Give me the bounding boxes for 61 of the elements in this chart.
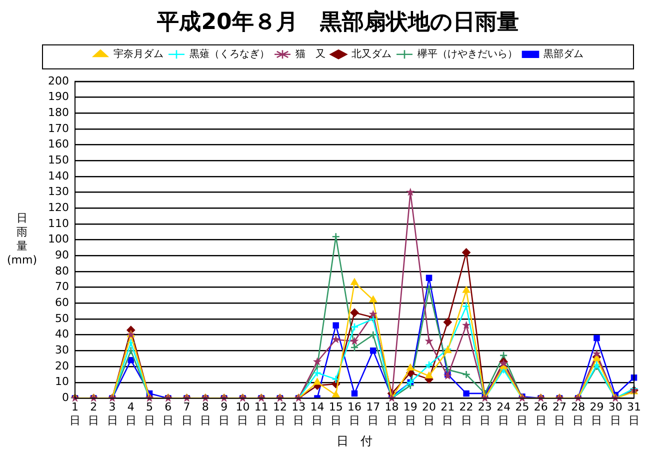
y-tick-label: 80 <box>54 264 69 278</box>
x-tick-label: 9日 <box>218 400 230 427</box>
x-tick-label: 25日 <box>515 400 530 427</box>
y-tick-label: 190 <box>48 90 69 104</box>
y-tick-label: 120 <box>48 200 69 214</box>
legend-label: 欅平（けやきだいら） <box>418 48 518 60</box>
x-tick-label: 11日 <box>254 400 268 427</box>
x-tick-label: 26日 <box>534 400 548 427</box>
y-tick-label: 60 <box>54 296 69 310</box>
x-tick-label: 2日 <box>88 400 100 427</box>
x-tick-label: 30日 <box>608 400 622 427</box>
x-tick-label: 21日 <box>440 400 455 427</box>
x-tick-label: 16日 <box>348 400 362 427</box>
y-tick-label: 130 <box>48 185 69 198</box>
y-tick-label: 70 <box>54 280 69 294</box>
x-tick-label: 24日 <box>496 400 511 427</box>
legend-label: 猫 又 <box>296 48 326 60</box>
x-tick-label: 29日 <box>590 400 604 427</box>
legend-label: 北又ダム <box>352 48 392 60</box>
legend-label: 宇奈月ダム <box>114 48 164 60</box>
x-tick-label: 12日 <box>272 400 287 427</box>
x-tick-label: 7日 <box>181 400 192 427</box>
x-tick-label: 18日 <box>384 400 399 427</box>
y-tick-label: 30 <box>54 344 69 357</box>
y-tick-label: 180 <box>48 106 69 119</box>
x-tick-label: 13日 <box>292 400 306 427</box>
y-tick-label: 90 <box>54 248 69 262</box>
x-tick-label: 20日 <box>422 400 436 427</box>
x-tick-label: 31日 <box>627 400 641 427</box>
y-tick-label: 200 <box>48 74 69 88</box>
y-axis-title: 日雨量(mm) <box>6 212 38 267</box>
legend-label: 黒薙（くろなぎ） <box>190 48 270 60</box>
y-tick-label: 150 <box>48 153 69 166</box>
y-tick-label: 0 <box>62 391 69 404</box>
x-tick-label: 5日 <box>144 400 156 427</box>
x-tick-label: 19日 <box>403 400 418 427</box>
x-tick-label: 23日 <box>478 400 492 427</box>
x-tick-label: 15日 <box>328 400 343 427</box>
y-tick-label: 110 <box>48 216 69 230</box>
y-tick-label: 170 <box>48 122 69 135</box>
y-tick-label: 40 <box>54 328 69 341</box>
x-tick-label: 3日 <box>106 400 118 427</box>
x-tick-label: 8日 <box>200 400 211 427</box>
x-axis-title: 日 付 <box>336 434 372 448</box>
x-tick-label: 1日 <box>69 400 80 427</box>
x-tick-label: 6日 <box>162 400 174 427</box>
y-tick-label: 50 <box>54 312 69 325</box>
x-tick-label: 28日 <box>571 400 586 427</box>
y-tick-label: 20 <box>54 359 69 372</box>
y-tick-label: 10 <box>54 375 69 388</box>
x-tick-label: 14日 <box>310 400 324 427</box>
chart-title: 平成20年８月 黒部扇状地の日雨量 <box>156 8 519 35</box>
x-tick-label: 4日 <box>125 400 136 427</box>
legend-label: 黒部ダム <box>544 48 584 60</box>
x-tick-label: 17日 <box>366 400 380 427</box>
y-tick-label: 160 <box>48 138 69 151</box>
y-tick-label: 140 <box>48 169 69 182</box>
y-tick-label: 100 <box>48 232 69 246</box>
x-tick-label: 27日 <box>552 400 566 427</box>
x-tick-label: 22日 <box>459 400 474 427</box>
x-tick-label: 10日 <box>236 400 250 427</box>
